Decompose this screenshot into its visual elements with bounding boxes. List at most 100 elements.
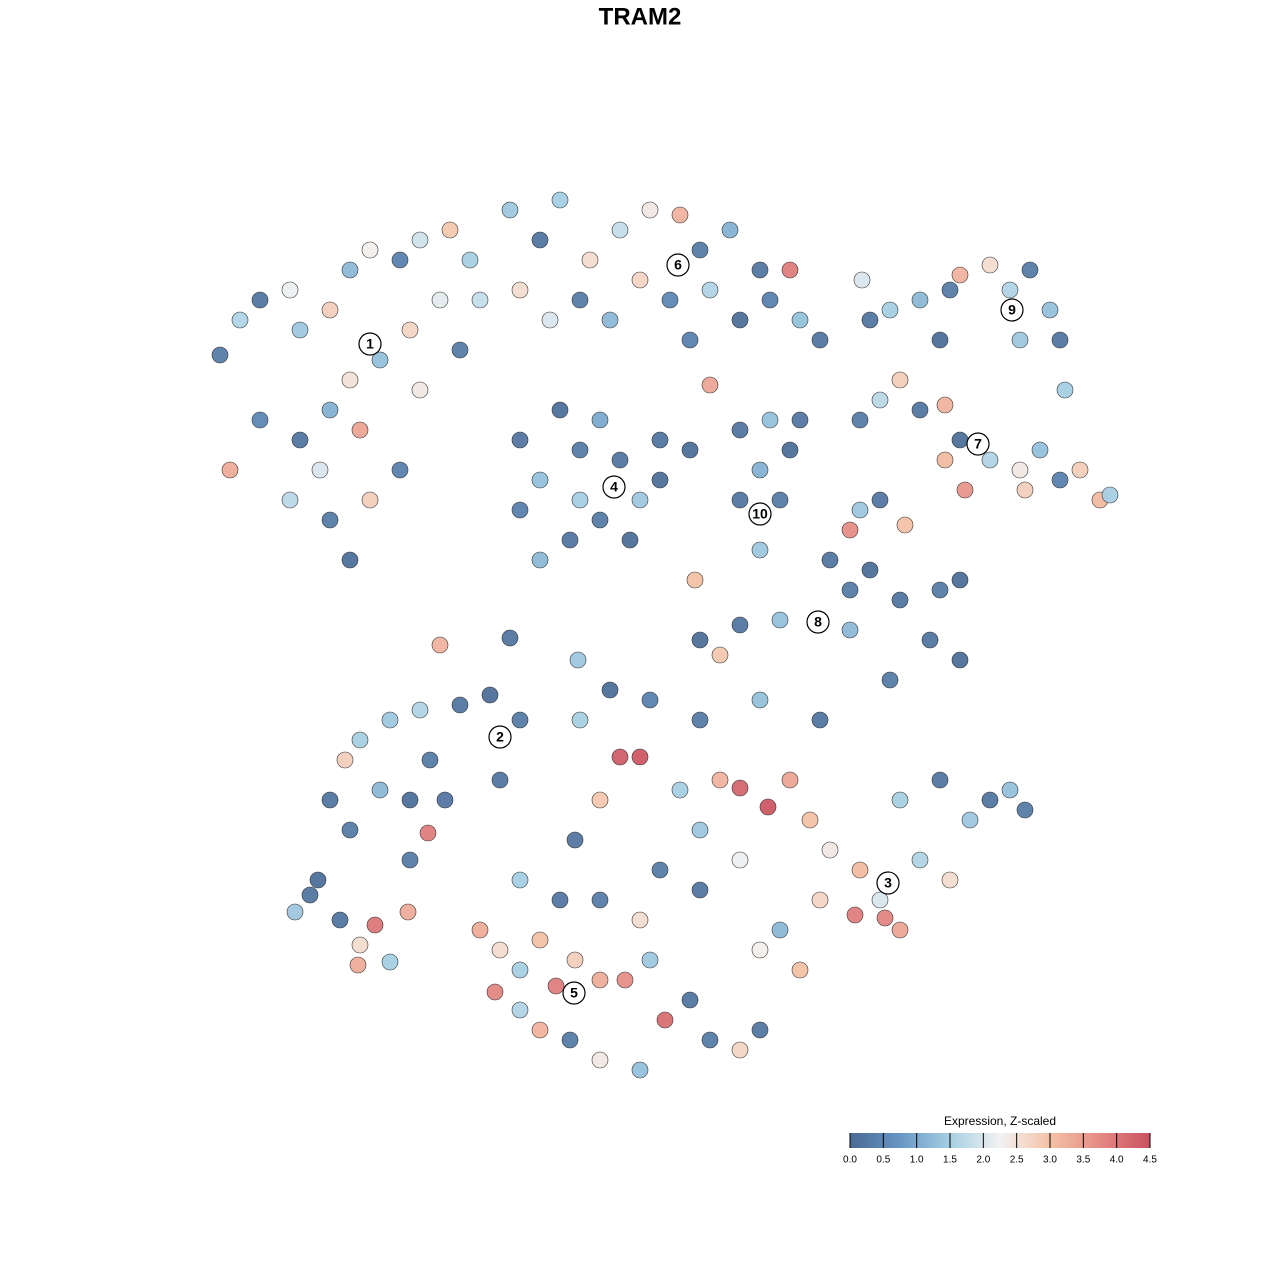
point bbox=[951, 431, 969, 449]
point bbox=[641, 201, 659, 219]
point bbox=[759, 798, 777, 816]
point bbox=[371, 781, 389, 799]
point bbox=[341, 551, 359, 569]
cluster-label: 10 bbox=[752, 506, 768, 522]
cluster-label-badge bbox=[876, 871, 900, 895]
point bbox=[851, 411, 869, 429]
point bbox=[1016, 801, 1034, 819]
point bbox=[961, 811, 979, 829]
point bbox=[436, 791, 454, 809]
point bbox=[751, 461, 769, 479]
point bbox=[491, 941, 509, 959]
point bbox=[571, 291, 589, 309]
point bbox=[611, 748, 629, 766]
point bbox=[571, 441, 589, 459]
point bbox=[651, 471, 669, 489]
point bbox=[1011, 331, 1029, 349]
point bbox=[341, 261, 359, 279]
cluster-label: 6 bbox=[674, 257, 682, 273]
colorbar-tick-label: 2.5 bbox=[1010, 1155, 1024, 1166]
point bbox=[691, 881, 709, 899]
point bbox=[441, 221, 459, 239]
point bbox=[601, 311, 619, 329]
point bbox=[771, 921, 789, 939]
point bbox=[531, 1021, 549, 1039]
point bbox=[286, 903, 304, 921]
point bbox=[631, 491, 649, 509]
point bbox=[566, 951, 584, 969]
point bbox=[471, 921, 489, 939]
point bbox=[381, 953, 399, 971]
point bbox=[411, 701, 429, 719]
colorbar-tick-label: 0.0 bbox=[843, 1155, 857, 1166]
point bbox=[931, 771, 949, 789]
point bbox=[341, 371, 359, 389]
colorbar-tick-label: 3.5 bbox=[1076, 1155, 1090, 1166]
point bbox=[531, 931, 549, 949]
point bbox=[911, 851, 929, 869]
point bbox=[611, 451, 629, 469]
point bbox=[511, 1001, 529, 1019]
cluster-label: 1 bbox=[366, 336, 374, 352]
colorbar-title: Expression, Z-scaled bbox=[944, 1114, 1056, 1128]
point bbox=[701, 376, 719, 394]
point bbox=[956, 481, 974, 499]
chart-title: TRAM2 bbox=[599, 3, 682, 30]
point bbox=[631, 271, 649, 289]
point bbox=[591, 891, 609, 909]
point bbox=[771, 491, 789, 509]
point bbox=[731, 421, 749, 439]
point bbox=[731, 616, 749, 634]
point bbox=[981, 451, 999, 469]
point bbox=[981, 256, 999, 274]
point bbox=[891, 921, 909, 939]
point bbox=[871, 491, 889, 509]
point bbox=[911, 291, 929, 309]
point bbox=[853, 271, 871, 289]
point bbox=[1041, 301, 1059, 319]
point bbox=[501, 201, 519, 219]
point bbox=[321, 401, 339, 419]
point bbox=[511, 711, 529, 729]
cluster-label-badge bbox=[666, 253, 690, 277]
point bbox=[731, 851, 749, 869]
point bbox=[731, 779, 749, 797]
point bbox=[881, 671, 899, 689]
point bbox=[336, 751, 354, 769]
point bbox=[691, 241, 709, 259]
point bbox=[781, 771, 799, 789]
cluster-label: 3 bbox=[884, 875, 892, 891]
point bbox=[621, 531, 639, 549]
point bbox=[781, 441, 799, 459]
point bbox=[871, 891, 889, 909]
cluster-label: 4 bbox=[610, 479, 618, 495]
point bbox=[631, 748, 649, 766]
point bbox=[391, 251, 409, 269]
point bbox=[561, 1031, 579, 1049]
point bbox=[401, 321, 419, 339]
cluster-label: 7 bbox=[974, 436, 982, 452]
point bbox=[721, 221, 739, 239]
point bbox=[411, 231, 429, 249]
point bbox=[681, 991, 699, 1009]
point bbox=[1056, 381, 1074, 399]
point bbox=[581, 251, 599, 269]
point bbox=[461, 251, 479, 269]
point bbox=[251, 411, 269, 429]
point bbox=[861, 311, 879, 329]
point bbox=[811, 891, 829, 909]
point bbox=[311, 461, 329, 479]
point bbox=[631, 1061, 649, 1079]
point bbox=[791, 411, 809, 429]
point bbox=[881, 301, 899, 319]
point bbox=[511, 501, 529, 519]
point bbox=[1001, 781, 1019, 799]
point bbox=[511, 281, 529, 299]
point bbox=[1001, 281, 1019, 299]
point bbox=[731, 1041, 749, 1059]
point bbox=[801, 811, 819, 829]
point bbox=[401, 851, 419, 869]
point bbox=[351, 936, 369, 954]
point bbox=[591, 511, 609, 529]
